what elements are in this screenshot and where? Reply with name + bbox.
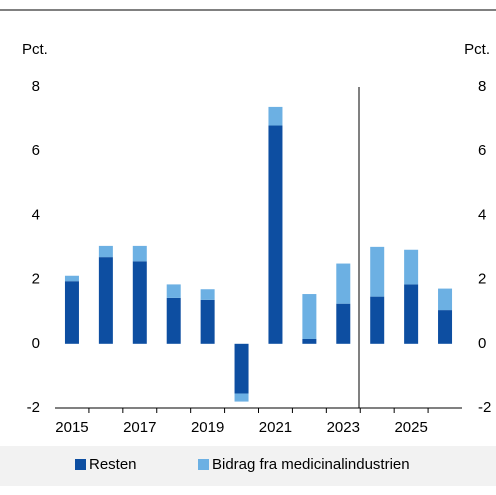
- legend-swatch: [75, 459, 86, 470]
- y-tick-label: 6: [32, 142, 40, 159]
- y2-tick-label: 6: [478, 142, 486, 159]
- bar-segment: [234, 393, 249, 402]
- y-axis-label: Pct.: [22, 41, 48, 58]
- y-tick-label: 4: [32, 206, 40, 223]
- bar-segment: [268, 106, 283, 126]
- bar-segment: [336, 303, 351, 344]
- y-tick-label: 0: [32, 335, 40, 352]
- y2-axis-label: Pct.: [464, 41, 490, 58]
- bar-segment: [370, 296, 385, 344]
- bar-segment: [64, 281, 79, 344]
- y-tick-label: 2: [32, 271, 40, 288]
- bar-segment: [302, 338, 317, 344]
- x-tick-label: 2021: [259, 419, 292, 436]
- x-tick-label: 2017: [123, 419, 156, 436]
- bar-segment: [404, 284, 419, 344]
- y-tick-label: 8: [32, 78, 40, 95]
- bar-segment: [132, 245, 147, 262]
- bar-segment: [302, 294, 317, 339]
- legend-swatch: [198, 459, 209, 470]
- y-tick-label: -2: [27, 399, 40, 416]
- bar-segment: [64, 275, 79, 282]
- bar-segment: [200, 289, 215, 300]
- bar-segment: [166, 297, 181, 344]
- bar-segment: [200, 299, 215, 344]
- x-tick-label: 2015: [55, 419, 88, 436]
- y2-tick-label: -2: [478, 399, 491, 416]
- x-tick-label: 2023: [327, 419, 360, 436]
- bar-segment: [370, 246, 385, 297]
- bar-segment: [234, 343, 249, 394]
- y2-tick-label: 8: [478, 78, 486, 95]
- bar-segment: [132, 261, 147, 344]
- bar-segment: [404, 249, 419, 285]
- bar-segment: [438, 288, 453, 311]
- y2-tick-label: 0: [478, 335, 486, 352]
- bar-segment: [98, 245, 113, 258]
- y2-tick-label: 2: [478, 271, 486, 288]
- x-tick-label: 2025: [394, 419, 427, 436]
- legend-label: Resten: [89, 456, 137, 473]
- x-tick-label: 2019: [191, 419, 224, 436]
- legend-label: Bidrag fra medicinalindustrien: [212, 456, 410, 473]
- bar-segment: [438, 310, 453, 344]
- bar-segment: [336, 263, 351, 304]
- bar-segment: [166, 284, 181, 298]
- y2-tick-label: 4: [478, 206, 486, 223]
- bar-segment: [98, 257, 113, 344]
- bar-segment: [268, 125, 283, 344]
